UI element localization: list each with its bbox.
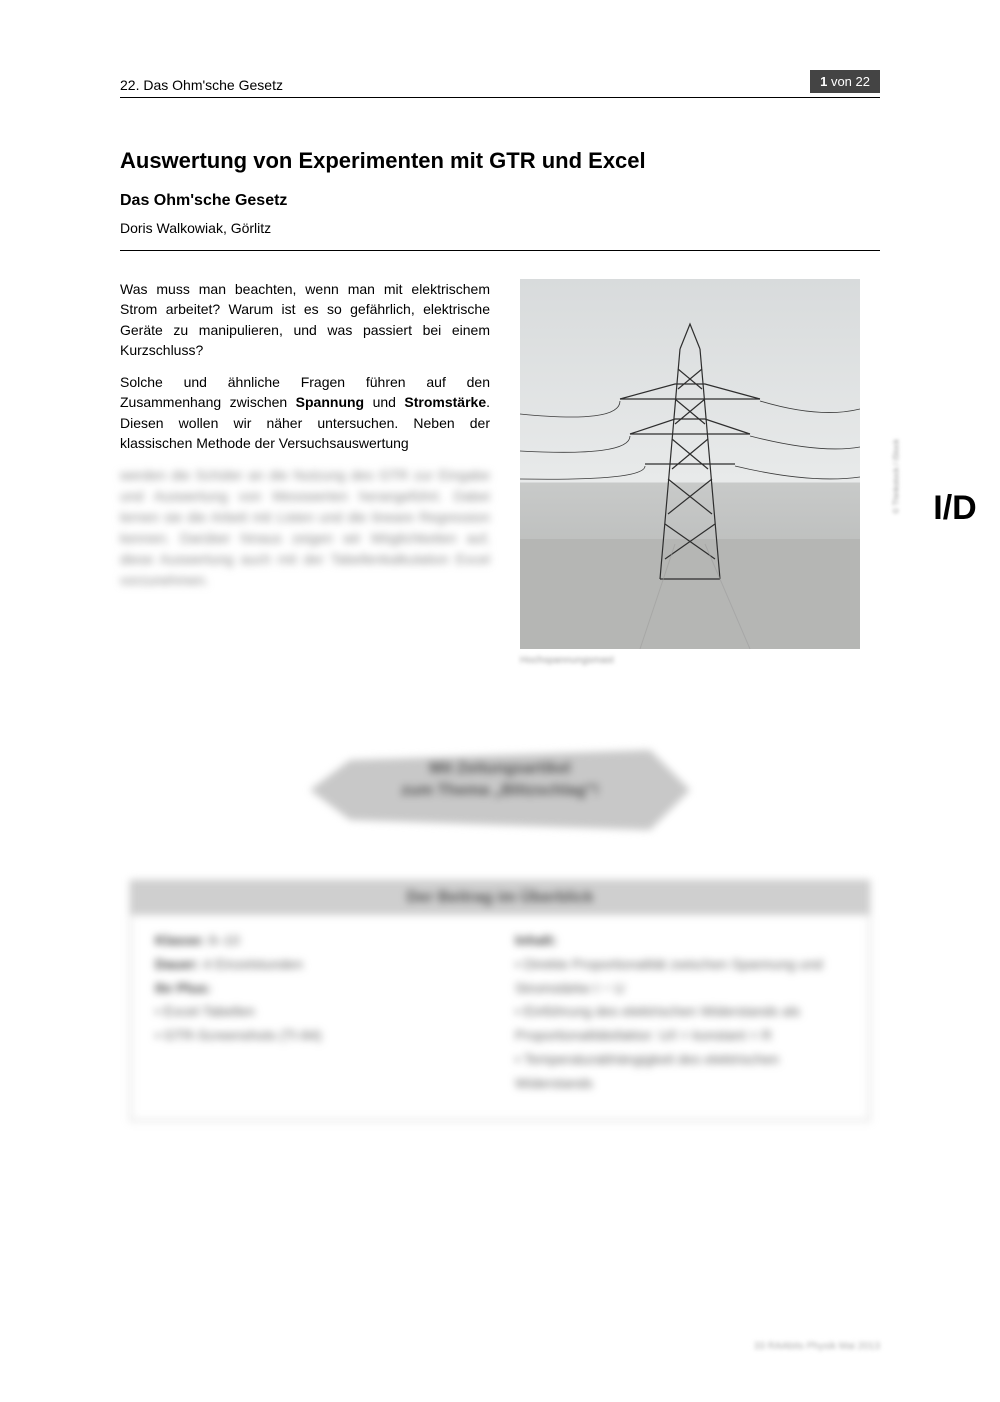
page-title: Auswertung von Experimenten mit GTR und … — [120, 148, 880, 174]
callout-line-2: zum Thema „Blitzschlag"! — [310, 780, 690, 802]
intro-paragraph-2: Solche und ähnliche Fragen führen auf de… — [120, 372, 490, 453]
figure-column: Hochspannungsmast © Thinkstock / iStock — [520, 279, 880, 666]
overview-left-col: Klasse: 8–10 Dauer: 4 Einzelstunden Ihr … — [155, 929, 485, 1096]
intro-text-column: Was muss man beachten, wenn man mit elek… — [120, 279, 490, 666]
overview-heading: Der Beitrag im Überblick — [131, 881, 869, 915]
intro-paragraph-1: Was muss man beachten, wenn man mit elek… — [120, 279, 490, 360]
figure-caption: Hochspannungsmast — [520, 655, 880, 666]
callout-arrow: Mit Zeitungsartikel zum Thema „Blitzschl… — [310, 740, 690, 840]
page-total: 22 — [856, 74, 870, 89]
callout-line-1: Mit Zeitungsartikel — [310, 758, 690, 780]
power-tower-image — [520, 279, 860, 649]
page-sep: von — [827, 74, 855, 89]
page-header: 22. Das Ohm'sche Gesetz 1 von 22 — [120, 70, 880, 98]
page-footer: 33 RAAbits Physik Mai 2013 — [754, 1341, 880, 1352]
author-line: Doris Walkowiak, Görlitz — [120, 220, 880, 236]
page-number-badge: 1 von 22 — [810, 70, 880, 93]
figure-credit: © Thinkstock / iStock — [892, 439, 901, 514]
title-divider — [120, 250, 880, 251]
section-tab: I/D — [910, 448, 1000, 568]
intro-paragraph-blurred: werden die Schüler an die Nutzung des GT… — [120, 465, 490, 591]
overview-box: Der Beitrag im Überblick Klasse: 8–10 Da… — [130, 880, 870, 1121]
running-head: 22. Das Ohm'sche Gesetz — [120, 77, 283, 93]
overview-right-col: Inhalt: • Direkte Proportionalität zwisc… — [515, 929, 845, 1096]
page-subtitle: Das Ohm'sche Gesetz — [120, 192, 880, 210]
